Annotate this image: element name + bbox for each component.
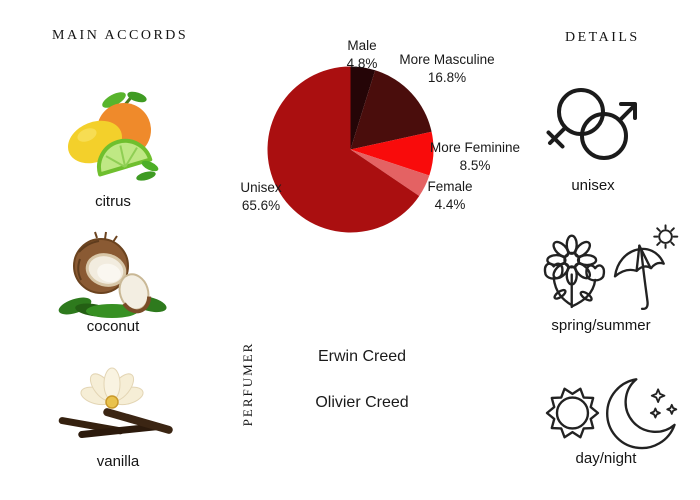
accord-label-citrus: citrus [95, 193, 131, 210]
detail-label-unisex: unisex [571, 177, 615, 194]
accord-label-vanilla: vanilla [96, 453, 140, 470]
sun-moon-icon [545, 378, 678, 450]
pie-slice-male [350, 66, 376, 150]
flowers-icon [543, 234, 606, 309]
detail-label-spring-summer: spring/summer [551, 317, 651, 334]
small-sun-icon [653, 224, 679, 249]
male-symbol-circle [580, 112, 628, 160]
pie-slice-female [350, 149, 430, 197]
pie-label-female: Female 4.4% [427, 179, 473, 212]
perfumer-header: PERFUMER [240, 341, 255, 427]
coconut-icon [58, 231, 167, 318]
moon-stars-icon [606, 378, 678, 450]
pie-slice-more-masculine [350, 70, 432, 150]
main-accords-header: MAIN ACCORDS [52, 28, 189, 43]
accord-label-coconut: coconut [86, 318, 140, 335]
citrus-icon [67, 91, 159, 181]
pie-slice-more-feminine [350, 131, 434, 176]
unisex-gender-icon [546, 88, 637, 160]
detail-label-day-night: day/night [575, 450, 637, 467]
pie-slice-unisex [267, 66, 420, 233]
vanilla-icon [58, 367, 173, 439]
perfumer-name: Olivier Creed [315, 394, 409, 411]
umbrella-icon [613, 244, 665, 311]
gender-pie-chart [267, 66, 434, 233]
sun-icon [545, 387, 600, 439]
perfumer-name: Erwin Creed [317, 348, 407, 365]
pie-label-more-feminine: More Feminine 8.5% [429, 140, 521, 173]
details-header: DETAILS [565, 30, 640, 45]
flowers-umbrella-icon [543, 224, 679, 311]
